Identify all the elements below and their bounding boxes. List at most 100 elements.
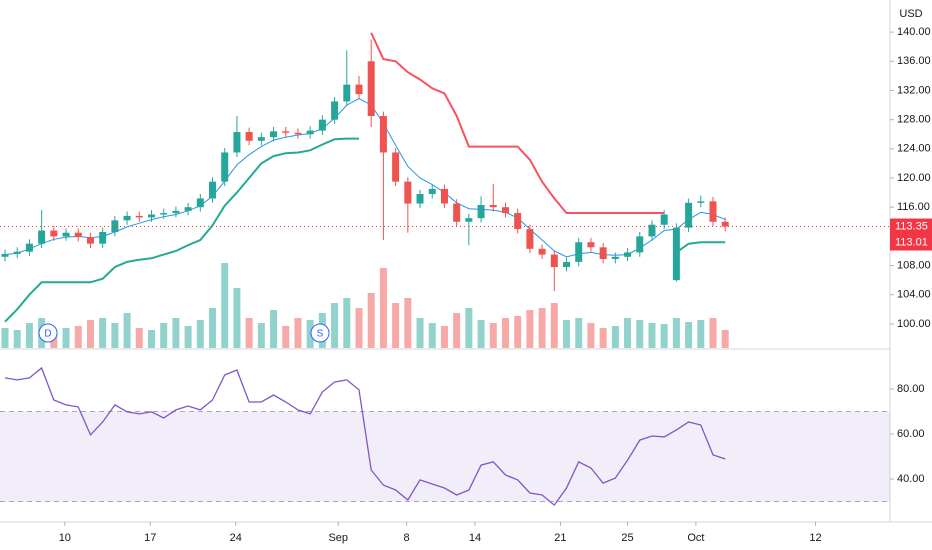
volume-bar [147,330,155,348]
candle-body [1,253,9,257]
candle-body [99,232,107,244]
y-tick-label: 128.00 [897,114,931,126]
volume-bar [453,313,461,348]
volume-bar [257,323,265,348]
volume-bar [636,320,644,348]
rsi-line [4,366,726,507]
rsi-band [0,411,890,502]
volume-bar [123,313,131,348]
candle-body [599,247,607,259]
x-tick-label: 17 [144,532,156,544]
volume-bar [282,326,290,348]
y-tick-label: 60.00 [897,428,925,440]
y-tick-label: 100.00 [897,318,931,330]
candle-body [453,203,461,222]
y-tick-label: 124.00 [897,143,931,155]
indicator-line [4,137,726,323]
volume-bar [13,330,21,348]
candle-body [587,242,595,248]
candle-body [196,198,204,208]
candle-body [355,84,363,95]
x-tick-label: 21 [554,532,566,544]
volume-bar [611,326,619,348]
candle-body [648,224,656,237]
event-marker [38,323,58,343]
volume-bar [306,320,314,348]
volume-bar [99,318,107,348]
x-tick-label: Sep [328,532,348,544]
candle-body [538,248,546,255]
candle-body [611,256,619,259]
volume-bar [685,322,693,348]
volume-bar [477,320,485,348]
price-badge-label: 113.35 [895,220,928,232]
x-tick-label: 12 [809,532,821,544]
price-badge [890,218,932,235]
candle-body [672,227,680,281]
candle-body [477,205,485,219]
volume-bar [587,323,595,348]
candle-body [160,213,168,215]
y-tick-label: 80.00 [897,383,925,395]
volume-bar [721,330,729,348]
volume-bar [489,323,497,348]
volume-bar [660,324,668,348]
candle-body [636,236,644,253]
candle-body [331,101,339,120]
volume-bar [514,316,522,348]
candle-body [514,213,522,230]
x-tick-label: 14 [469,532,481,544]
candle-body [270,131,278,138]
candle-body [62,232,70,237]
volume-bar [25,323,33,348]
volume-bar [624,318,632,348]
x-tick-label: 8 [404,532,410,544]
volume-bar [392,303,400,348]
x-tick-label: 24 [230,532,242,544]
volume-bar [184,326,192,348]
volume-bar [209,308,217,348]
volume-bar [196,320,204,348]
candle-body [209,181,217,199]
volume-bar [1,328,9,348]
candle-body [86,237,94,244]
y-tick-label: 136.00 [897,55,931,67]
candle-body [465,218,473,222]
volume-bar [404,298,412,348]
candle-body [379,116,387,153]
price-badge-label: 113.01 [895,236,928,248]
y-tick-label: 120.00 [897,172,931,184]
candle-body [233,132,241,153]
volume-bar [501,318,509,348]
volume-bar [367,293,375,348]
y-tick-label: 40.00 [897,473,925,485]
volume-bar [111,323,119,348]
candle-body [685,202,693,228]
candle-body [563,261,571,268]
volume-bar [648,323,656,348]
candle-body [392,152,400,182]
candle-body [50,230,58,237]
candle-body [172,210,180,214]
candle-body [147,214,155,218]
volume-bar [697,320,705,348]
volume-bar [599,328,607,348]
volume-bar [379,268,387,348]
candle-body [550,254,558,268]
volume-bar [709,318,717,348]
volume-bar [62,328,70,348]
candle-body [294,132,302,135]
volume-bar [440,326,448,348]
candle-body [38,230,46,244]
candle-body [343,84,351,102]
candle-body [123,215,131,221]
candle-body [13,251,21,254]
volume-bar [563,320,571,348]
x-tick-label: Oct [687,532,704,544]
volume-bar [233,288,241,348]
price-badge [890,234,932,251]
volume-bar [160,323,168,348]
